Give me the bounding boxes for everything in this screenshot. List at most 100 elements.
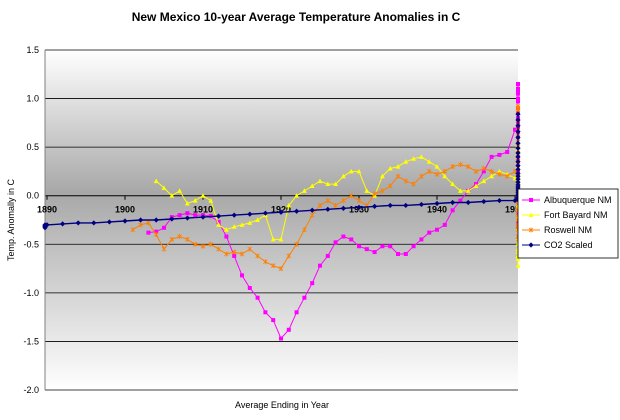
data-point [528,227,534,233]
data-point [192,197,198,203]
data-point [515,123,521,129]
data-point [497,152,502,157]
data-point [271,318,276,323]
data-point [435,227,439,232]
data-point [255,253,260,259]
data-point [270,236,276,242]
data-point [497,168,502,174]
data-point [364,247,369,252]
data-point [515,166,521,173]
data-point [325,253,330,258]
data-point [465,164,471,170]
data-point [247,220,253,225]
data-point [279,336,283,341]
data-point [450,199,456,206]
data-point [262,210,268,216]
data-point [185,200,190,206]
data-point [372,250,377,255]
data-point [450,208,455,213]
data-point [504,173,510,179]
data-point [294,310,299,315]
data-point [348,168,354,174]
data-point [395,163,401,169]
y-tick-label: 0.5 [26,142,39,152]
data-point [516,98,520,103]
data-point [348,193,354,199]
data-point [403,202,409,209]
series-group [42,82,521,341]
data-point [515,173,521,179]
data-point [403,159,409,164]
y-tick-label: 1.5 [26,45,39,55]
data-point [185,211,190,216]
y-tick-label: -2.0 [23,385,39,395]
data-point [380,244,385,249]
data-point [357,244,361,249]
data-point [426,159,432,164]
legend-label: CO2 Scaled [544,240,593,250]
data-point [458,162,463,168]
data-point [515,111,521,117]
data-point [318,263,322,268]
data-point [364,188,370,193]
data-point [200,214,206,220]
data-point [515,117,521,123]
data-point [75,220,81,226]
data-point [286,253,292,259]
data-point [294,193,299,198]
x-tick-label: 1900 [115,205,135,215]
data-point [309,183,315,188]
legend: Albuquerque NM Fort Bayard NM Roswell NM CO… [517,188,619,259]
data-point [247,286,252,290]
data-point [396,252,400,256]
data-point [224,251,229,257]
data-point [255,295,260,300]
data-point [387,165,393,171]
data-point [340,205,346,211]
data-point [411,156,416,161]
data-point [224,234,229,239]
data-point [200,193,206,198]
data-point [247,246,253,252]
data-point [130,227,136,233]
data-point [294,208,300,214]
data-point [317,178,323,184]
data-point [516,86,520,91]
data-point [356,168,362,174]
data-point [481,198,487,205]
data-point [169,193,175,198]
data-point [153,178,159,184]
series-co2-scaled [42,111,521,231]
data-point [239,222,245,227]
data-point [411,181,416,187]
data-point [208,241,214,247]
data-point [216,213,222,219]
data-point [513,127,517,132]
data-point [515,263,521,268]
data-point [528,242,534,248]
data-point [496,197,502,204]
data-point [138,217,144,223]
data-point [515,154,521,160]
data-point [309,212,315,218]
data-point [325,198,331,204]
chart-title: New Mexico 10-year Average Temperature A… [132,10,461,24]
data-point [458,198,463,203]
data-point [481,169,486,174]
data-point [380,173,385,179]
data-point [489,154,494,159]
data-point [356,198,362,204]
data-point [388,244,393,249]
data-point [333,181,338,187]
data-point [333,240,338,245]
data-point [146,220,151,226]
data-point [372,191,377,197]
legend-label: Fort Bayard NM [544,210,608,220]
data-point [169,216,175,222]
data-point [380,188,385,194]
data-point [528,212,534,217]
data-point [516,89,520,94]
data-point [419,237,424,242]
data-point [146,230,151,235]
